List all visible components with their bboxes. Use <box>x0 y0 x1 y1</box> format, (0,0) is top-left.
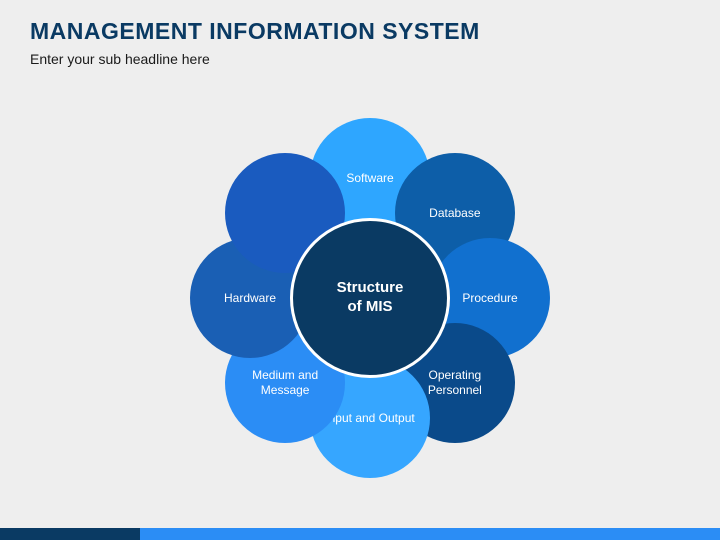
petal-label: Procedure <box>452 291 527 306</box>
center-circle: Structureof MIS <box>290 218 450 378</box>
footer-segment-0 <box>0 528 140 540</box>
petal-label: Database <box>419 206 490 221</box>
footer-segment-1 <box>140 528 720 540</box>
petal-label: Medium and Message <box>225 368 345 398</box>
flower-diagram: SoftwareDatabaseProcedureOperating Perso… <box>0 0 720 540</box>
footer-bar <box>0 528 720 540</box>
slide: MANAGEMENT INFORMATION SYSTEM Enter your… <box>0 0 720 540</box>
petal-label: Software <box>336 171 403 186</box>
petal-label: Hardware <box>214 291 286 306</box>
center-label: Structureof MIS <box>327 279 414 317</box>
